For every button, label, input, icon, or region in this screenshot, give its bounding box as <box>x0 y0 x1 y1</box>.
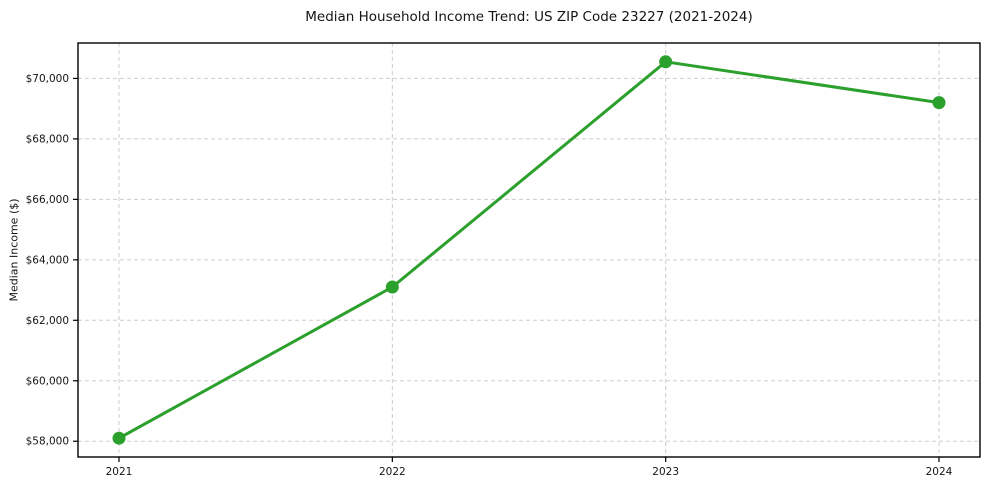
y-tick-label: $62,000 <box>26 315 69 327</box>
x-tick-label: 2024 <box>926 466 953 478</box>
y-tick-label: $66,000 <box>26 194 69 206</box>
data-point-marker <box>659 55 673 69</box>
y-tick-label: $58,000 <box>26 436 69 448</box>
x-tick-label: 2022 <box>379 466 406 478</box>
plot-frame <box>77 42 981 458</box>
x-tick-label: 2023 <box>652 466 679 478</box>
data-point-marker <box>112 431 126 445</box>
y-tick-label: $64,000 <box>26 254 69 266</box>
data-point-marker <box>932 96 946 110</box>
income-trend-line <box>117 60 941 440</box>
y-tick-label: $60,000 <box>26 375 69 387</box>
y-tick-label: $68,000 <box>26 133 69 145</box>
x-tick-label: 2021 <box>106 466 133 478</box>
y-tick-label: $70,000 <box>26 73 69 85</box>
chart-title: Median Household Income Trend: US ZIP Co… <box>305 9 753 25</box>
data-point-marker <box>385 280 399 294</box>
